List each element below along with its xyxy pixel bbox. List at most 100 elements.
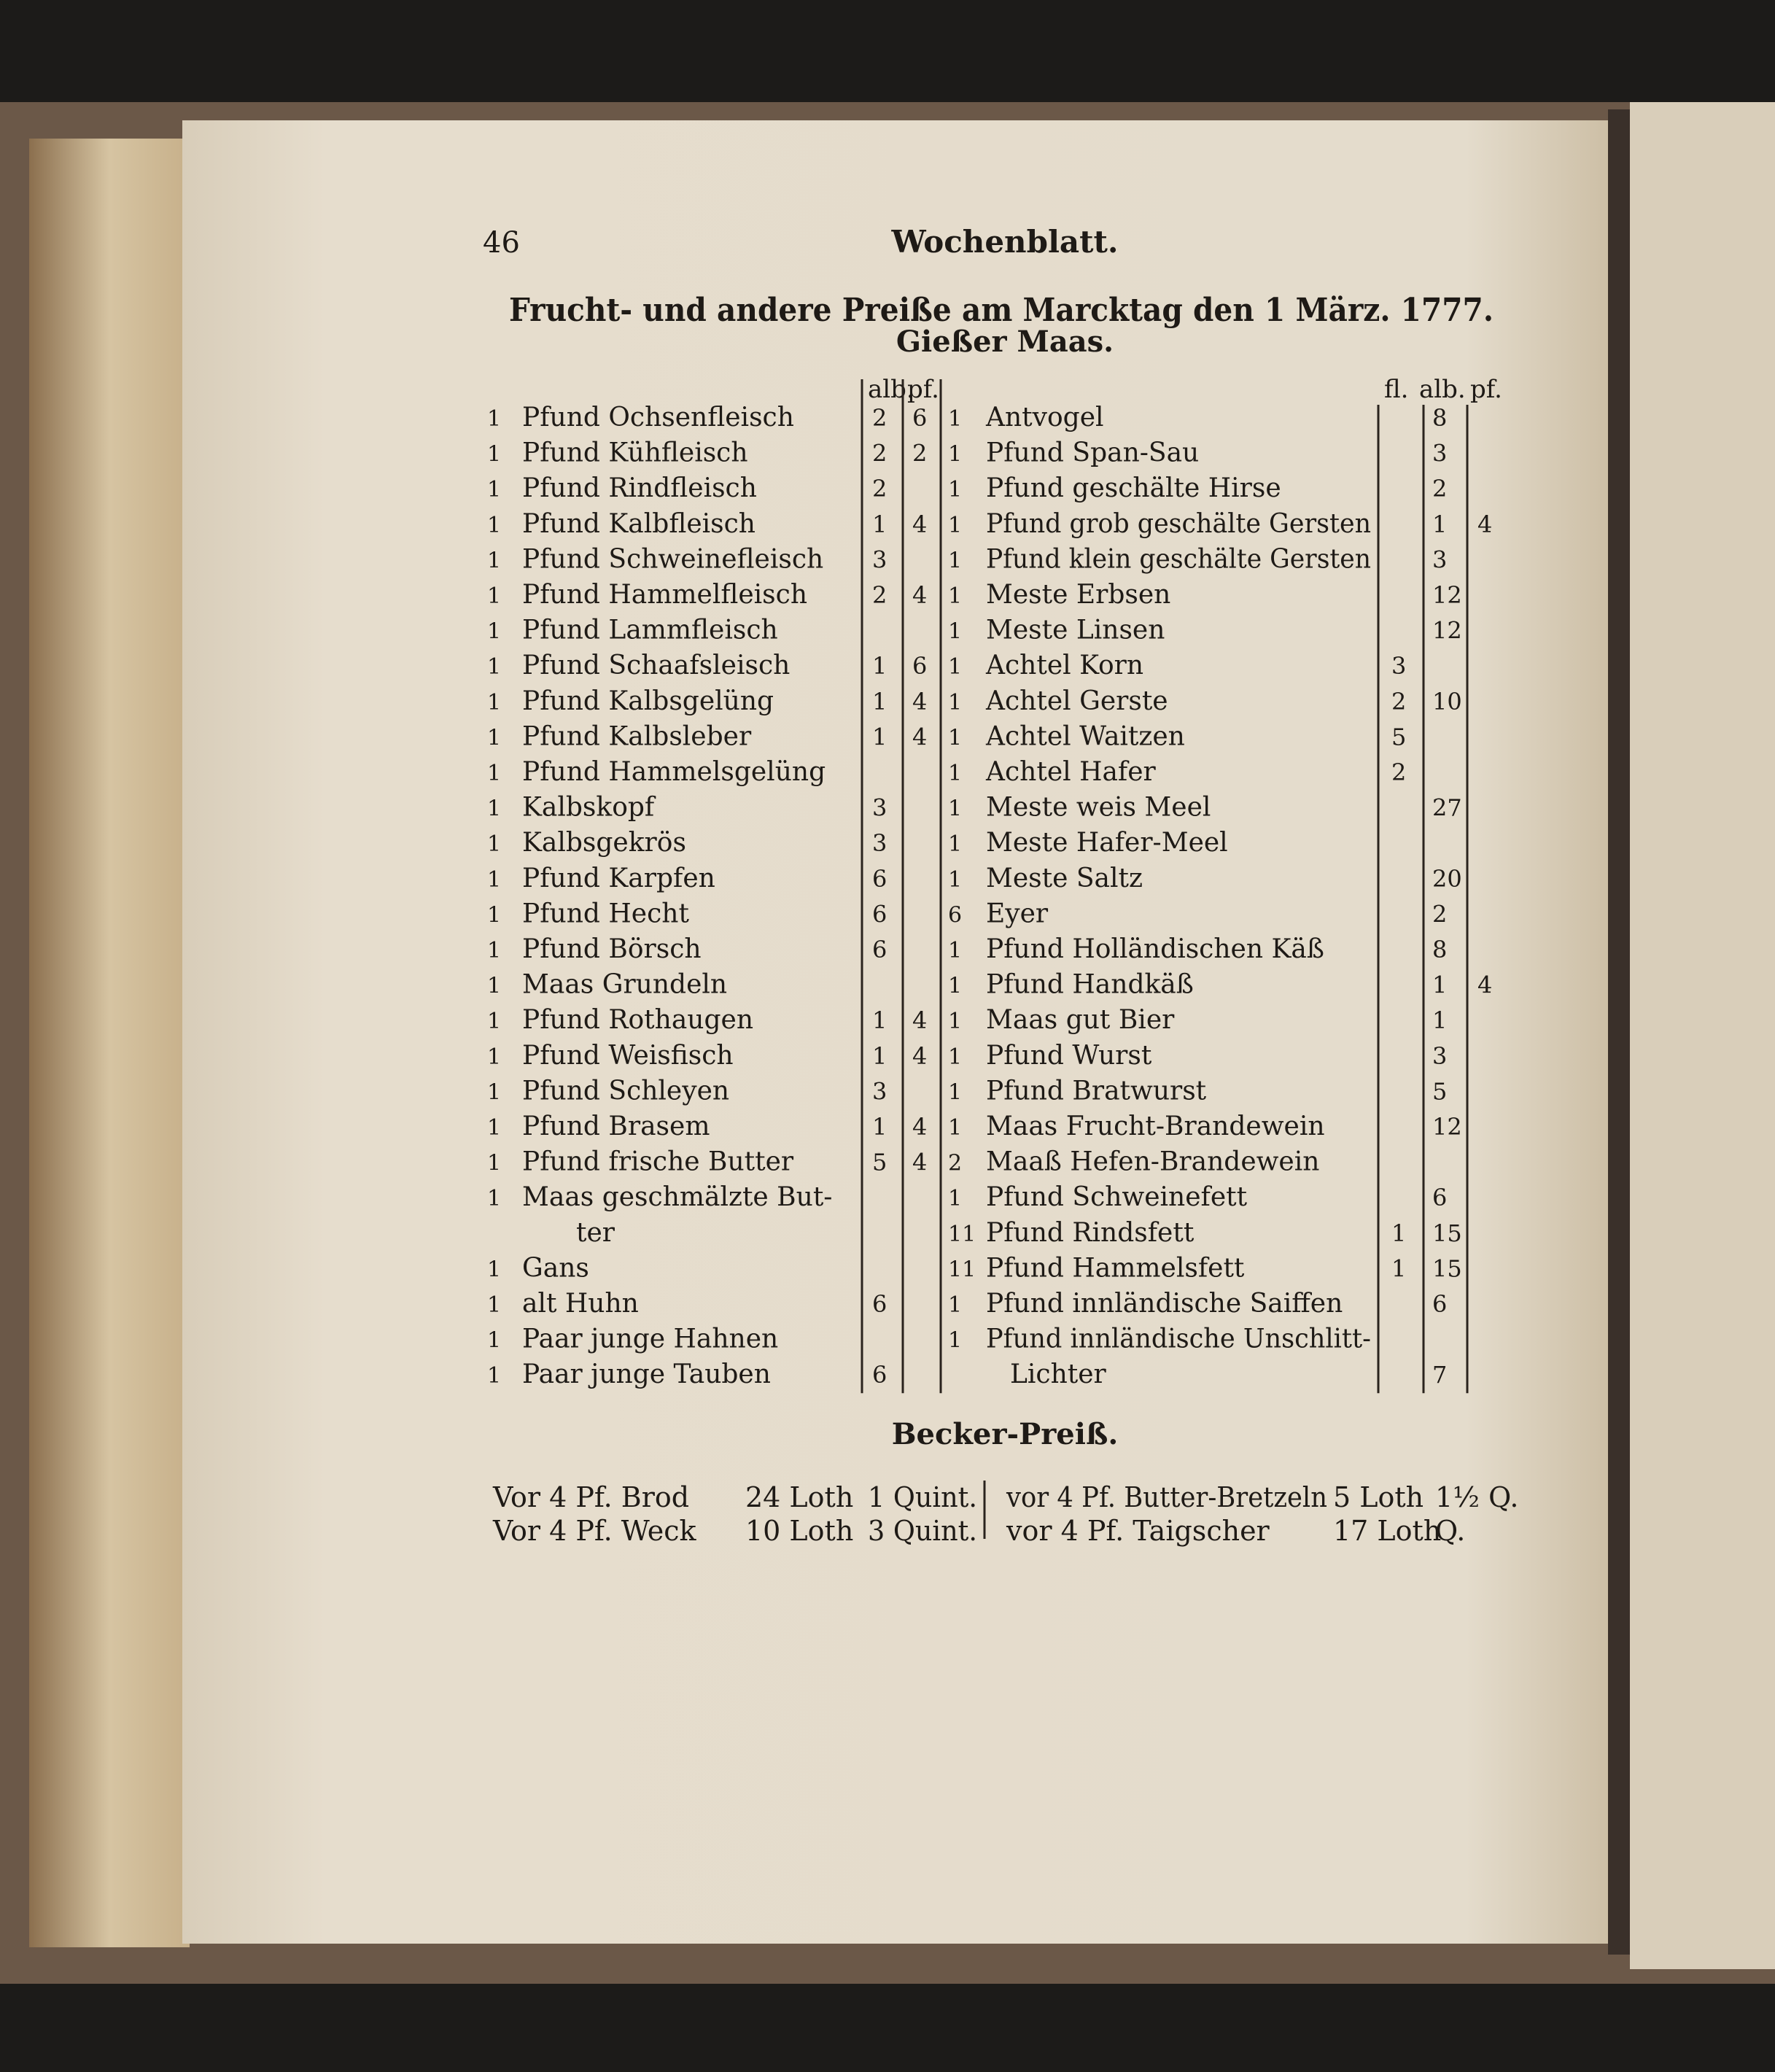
qty: 1 — [487, 1079, 501, 1105]
price-fl: 1 — [1391, 1254, 1406, 1282]
price-alb: 1 — [872, 1113, 887, 1141]
item: Pfund Kühfleisch — [522, 438, 748, 468]
price-pf: 6 — [912, 404, 927, 432]
qty: 1 — [487, 1186, 501, 1211]
qty: 1 — [948, 974, 962, 999]
price-pf: 4 — [912, 1149, 927, 1176]
item: Pfund Span-Sau — [986, 438, 1199, 468]
qty: 1 — [948, 690, 962, 715]
qty: 1 — [948, 1186, 962, 1211]
price-alb: 6 — [1432, 1184, 1447, 1211]
qty: 1 — [948, 513, 962, 538]
price-alb: 3 — [872, 546, 887, 573]
qty: 1 — [948, 1328, 962, 1354]
item: Pfund Kalbfleisch — [522, 509, 756, 539]
item: Maas gut Bier — [986, 1005, 1175, 1035]
price-alb: 1 — [1432, 971, 1447, 999]
item: Achtel Waitzen — [985, 721, 1185, 751]
price-alb: 6 — [872, 1361, 887, 1389]
item: Pfund Rothaugen — [522, 1005, 753, 1035]
price-alb: 12 — [1432, 617, 1462, 645]
price-alb: 2 — [872, 404, 887, 432]
item: Pfund Schleyen — [522, 1076, 729, 1106]
item: Kalbskopf — [522, 793, 656, 823]
item: Pfund geschälte Hirse — [986, 473, 1281, 503]
item: Lichter — [1010, 1359, 1107, 1389]
col-header: pf. — [907, 375, 939, 404]
qty: 1 — [487, 442, 501, 467]
qty: 1 — [487, 796, 501, 822]
item: Pfund Ochsenfleisch — [522, 403, 794, 432]
price-alb: 1 — [872, 511, 887, 538]
bakery-item: vor 4 Pf. Taigscher — [1006, 1515, 1270, 1547]
price-alb: 3 — [872, 829, 887, 857]
item: Pfund Hammelsfett — [986, 1253, 1245, 1283]
qty: 1 — [487, 513, 501, 538]
item: Antvogel — [985, 403, 1104, 432]
price-alb: 8 — [1432, 404, 1447, 432]
qty: 1 — [948, 619, 962, 645]
price-alb: 15 — [1432, 1219, 1462, 1247]
price-alb: 3 — [1432, 440, 1447, 467]
qty: 1 — [948, 1115, 962, 1141]
qty: 1 — [487, 974, 501, 999]
price-alb: 6 — [872, 1290, 887, 1318]
subtitle: Gießer Maas. — [896, 325, 1114, 359]
item: Pfund innländische Unschlitt- — [986, 1324, 1371, 1354]
qty: 1 — [487, 1115, 501, 1141]
price-alb: 6 — [872, 865, 887, 893]
section-title: Becker-Preiß. — [892, 1417, 1119, 1451]
item: Pfund Holländischen Käß — [986, 934, 1324, 964]
col-header: alb. — [1419, 375, 1466, 404]
bakery-quint: Q. — [1435, 1515, 1465, 1547]
item: Paar junge Tauben — [522, 1359, 771, 1389]
price-alb: 12 — [1432, 1113, 1462, 1141]
bakery-quint: 3 Quint. — [868, 1515, 977, 1547]
item: Kalbsgekrös — [522, 828, 686, 858]
item: Meste Erbsen — [986, 580, 1170, 610]
price-alb: 1 — [872, 723, 887, 750]
qty: 1 — [948, 867, 962, 893]
item: Pfund Kalbsleber — [522, 721, 752, 751]
bakery-weight: 5 Loth — [1333, 1481, 1424, 1513]
qty: 1 — [487, 477, 501, 503]
qty: 1 — [948, 654, 962, 680]
item: Pfund Börsch — [522, 934, 702, 964]
qty: 1 — [487, 583, 501, 609]
item: Pfund frische Butter — [522, 1147, 794, 1177]
item: Maaß Hefen-Brandewein — [986, 1147, 1319, 1177]
item: Meste weis Meel — [986, 793, 1211, 823]
qty: 1 — [487, 406, 501, 432]
qty: 1 — [948, 583, 962, 609]
qty: 1 — [948, 831, 962, 857]
qty: 1 — [487, 725, 501, 750]
item: Pfund innländische Saiffen — [986, 1289, 1343, 1319]
bakery-weight: 17 Loth — [1333, 1515, 1441, 1547]
qty: 1 — [948, 1079, 962, 1105]
qty: 1 — [948, 442, 962, 467]
bakery-item: Vor 4 Pf. Weck — [492, 1515, 696, 1547]
qty: 11 — [948, 1222, 976, 1247]
qty: 1 — [948, 1044, 962, 1070]
col-header: fl. — [1384, 375, 1409, 404]
price-alb: 15 — [1432, 1254, 1462, 1282]
col-header: pf. — [1470, 375, 1502, 404]
qty: 1 — [948, 725, 962, 750]
price-fl: 5 — [1391, 723, 1406, 750]
item: alt Huhn — [522, 1289, 639, 1319]
price-fl: 3 — [1391, 652, 1406, 680]
bakery-quint: 1½ Q. — [1435, 1481, 1518, 1513]
qty: 1 — [487, 690, 501, 715]
price-alb: 8 — [1432, 936, 1447, 963]
qty: 1 — [487, 761, 501, 786]
page-edges — [29, 139, 190, 1947]
qty: 1 — [487, 1328, 501, 1354]
qty: 1 — [948, 406, 962, 432]
title: Frucht- und andere Preiße am Marcktag de… — [509, 292, 1494, 329]
price-alb: 7 — [1432, 1361, 1447, 1389]
price-alb: 6 — [872, 900, 887, 928]
item: Pfund Lammfleisch — [522, 616, 778, 645]
qty: 1 — [948, 477, 962, 503]
item: Pfund Schaafsleisch — [522, 651, 790, 680]
